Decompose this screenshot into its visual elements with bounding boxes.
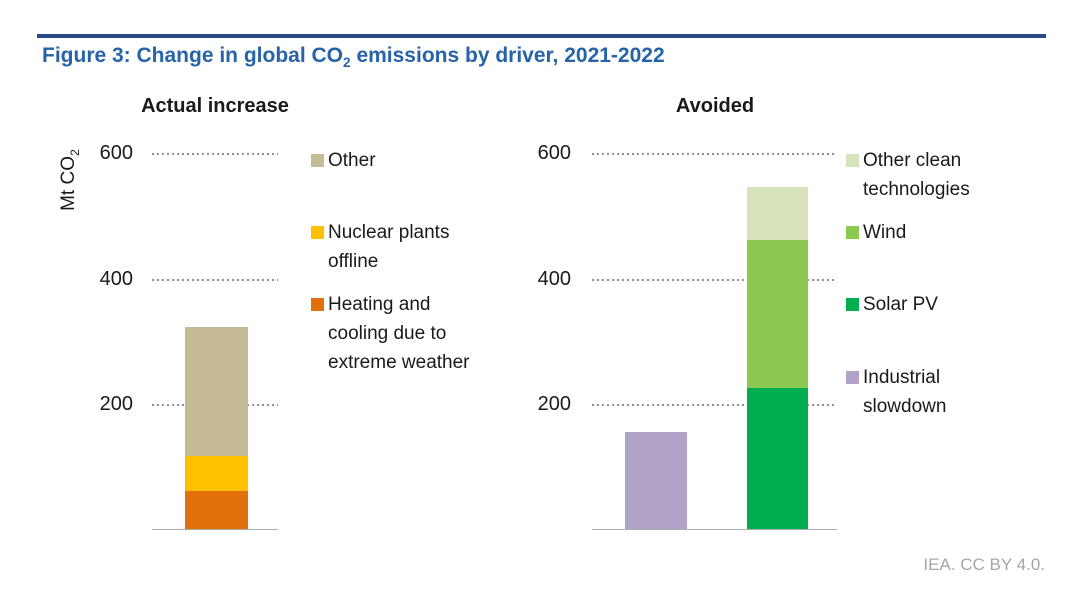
y-axis-unit-label: Mt CO2: [58, 140, 84, 220]
legend-label-heating-and-cooling: Heating and cooling due to extreme weath…: [328, 294, 470, 373]
tick-label-600: 600: [537, 142, 571, 164]
figure-title-subscript: 2: [343, 55, 351, 71]
stacked-bar-clean-technologies: [747, 187, 808, 529]
legend-swatch-heating-and-cooling: [311, 298, 324, 311]
bar-segment-heating-and-cooling-due-to-extreme-weather: [185, 491, 248, 529]
legend-label-nuclear-plants-offline: Nuclear plants offline: [328, 222, 450, 272]
legend-swatch-other: [311, 154, 324, 167]
figure-title: Figure 3: Change in global CO2 emissions…: [42, 44, 665, 70]
bar-segment-other-clean-technologies: [747, 187, 808, 240]
bar-segment-nuclear-plants-offline: [185, 456, 248, 491]
gridline-400: [592, 279, 837, 281]
tick-label-200: 200: [99, 393, 133, 415]
bar-segment-other: [185, 327, 248, 456]
chart-title-actual-increase: Actual increase: [141, 95, 289, 117]
gridline-600: [592, 153, 837, 155]
plot-avoided: [592, 140, 837, 530]
x-axis-baseline: [592, 529, 837, 530]
stacked-bar-actual-increase: [185, 327, 248, 529]
legend-label-other-clean-technologies: Other clean technologies: [863, 150, 970, 200]
figure-title-suffix: emissions by driver, 2021-2022: [350, 44, 665, 67]
legend-label-industrial-slowdown: Industrial slowdown: [863, 367, 947, 417]
gridline-200: [592, 404, 837, 406]
gridline-400: [152, 279, 278, 281]
legend-item-heating-and-cooling: Heating and cooling due to extreme weath…: [311, 290, 486, 377]
legend-item-nuclear-plants-offline: Nuclear plants offline: [311, 218, 486, 276]
tick-label-400: 400: [99, 268, 133, 290]
legend-item-wind: Wind: [846, 218, 1021, 247]
legend-swatch-nuclear-plants-offline: [311, 226, 324, 239]
legend-item-industrial-slowdown: Industrial slowdown: [846, 363, 1021, 421]
gridline-600: [152, 153, 278, 155]
legend-label-wind: Wind: [863, 222, 907, 243]
legend-item-other-clean-technologies: Other clean technologies: [846, 146, 1021, 204]
legend-label-other: Other: [328, 150, 376, 171]
legend-label-solar-pv: Solar PV: [863, 294, 938, 315]
bar-segment-industrial-slowdown: [625, 432, 687, 529]
header-rule: [37, 34, 1046, 38]
tick-label-200: 200: [537, 393, 571, 415]
legend-swatch-wind: [846, 226, 859, 239]
x-axis-baseline: [152, 529, 278, 530]
y-axis-unit-subscript: 2: [67, 149, 82, 156]
legend-item-other: Other: [311, 146, 486, 175]
tick-label-600: 600: [99, 142, 133, 164]
legend-item-solar-pv: Solar PV: [846, 290, 1021, 319]
bar-industrial-slowdown: [625, 432, 687, 529]
legend-swatch-solar-pv: [846, 298, 859, 311]
legend-swatch-other-clean-technologies: [846, 154, 859, 167]
legend-swatch-industrial-slowdown: [846, 371, 859, 384]
source-credit: IEA. CC BY 4.0.: [923, 555, 1045, 574]
plot-actual-increase: [152, 140, 278, 530]
chart-title-avoided: Avoided: [675, 95, 755, 117]
y-axis-unit-text: Mt CO: [58, 156, 79, 211]
figure-title-text: Figure 3: Change in global CO: [42, 44, 344, 67]
tick-label-400: 400: [537, 268, 571, 290]
bar-segment-solar-pv: [747, 388, 808, 529]
bar-segment-wind: [747, 240, 808, 388]
